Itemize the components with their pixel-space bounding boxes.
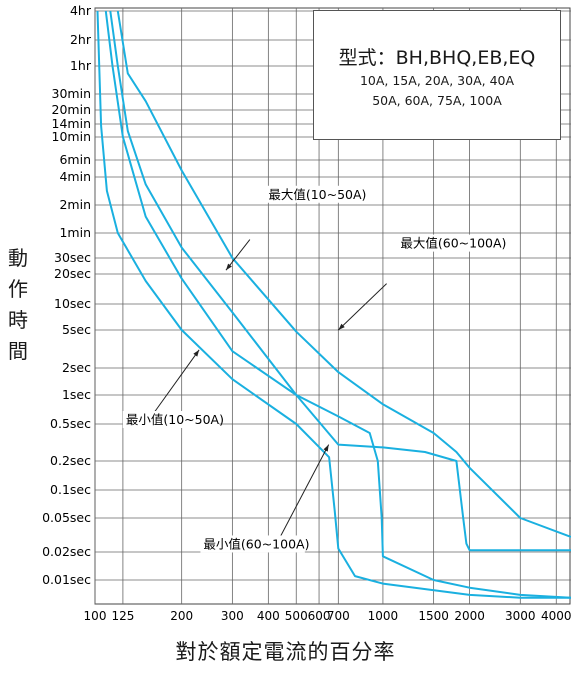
- annotation-arrowhead: [323, 444, 329, 452]
- y-tick-label: 5sec: [62, 322, 91, 337]
- y-axis-label-char: 間: [8, 339, 28, 363]
- x-tick-label: 300: [221, 609, 244, 623]
- y-axis-label-char: 時: [8, 308, 28, 332]
- x-tick-label: 200: [170, 609, 193, 623]
- annotation-background: [200, 535, 305, 553]
- x-tick-label: 2000: [454, 609, 485, 623]
- y-tick-label: 4hr: [70, 3, 92, 18]
- x-tick-label: 125: [111, 609, 134, 623]
- x-tick-label: 1000: [368, 609, 399, 623]
- annotation-leader: [278, 444, 330, 540]
- y-tick-label: 0.5sec: [50, 416, 91, 431]
- y-tick-label: 0.02sec: [42, 544, 91, 559]
- x-tick-label: 600: [308, 609, 331, 623]
- y-tick-label: 1sec: [62, 387, 91, 402]
- x-axis-label: 對於額定電流的百分率: [175, 640, 396, 664]
- curve-4: [104, 10, 571, 599]
- y-tick-label: 2hr: [70, 32, 92, 47]
- y-tick-label: 2sec: [62, 360, 91, 375]
- y-tick-label: 2min: [59, 197, 91, 212]
- x-tick-label: 500: [285, 609, 308, 623]
- annotation-arrows: [150, 239, 387, 540]
- annotation-background: [397, 234, 502, 252]
- y-tick-label: 30sec: [54, 250, 91, 265]
- y-tick-label: 1hr: [70, 58, 92, 73]
- y-tick-label: 0.05sec: [42, 510, 91, 525]
- annotation-leader: [337, 283, 387, 331]
- curve-2: [116, 10, 571, 538]
- legend-ratings-2: 50A, 60A, 75A, 100A: [372, 93, 502, 108]
- annotation-background: [265, 185, 362, 203]
- x-tick-label: 400: [257, 609, 280, 623]
- annotation-label: 最小值(10~50A): [126, 412, 224, 427]
- y-axis-label: 動作時間: [6, 248, 30, 372]
- annotation-arrowhead: [338, 323, 345, 330]
- curve-3: [96, 10, 571, 599]
- y-tick-label: 10min: [52, 129, 91, 144]
- y-tick-label: 0.2sec: [50, 453, 91, 468]
- annotation-leader: [150, 349, 200, 417]
- x-tick-label: 3000: [505, 609, 536, 623]
- annotation-label: 最大值(10~50A): [268, 187, 366, 202]
- y-tick-label: 0.01sec: [42, 572, 91, 587]
- annotation-arrowhead: [225, 263, 232, 271]
- y-tick-label: 10sec: [54, 296, 91, 311]
- curves: [96, 10, 571, 599]
- y-tick-label: 6min: [59, 152, 91, 167]
- annotation-background: [122, 411, 220, 428]
- legend-ratings-1: 10A, 15A, 20A, 30A, 40A: [359, 73, 515, 88]
- x-tick-label: 700: [327, 609, 350, 623]
- y-tick-label: 0.1sec: [50, 482, 91, 497]
- y-tick-label: 20min: [52, 102, 91, 117]
- annotation-arrowhead: [193, 349, 200, 357]
- x-tick-label: 1500: [418, 609, 449, 623]
- y-tick-label: 30min: [52, 86, 91, 101]
- y-tick-label: 1min: [59, 225, 91, 240]
- annotation-label: 最小值(60~100A): [203, 536, 309, 551]
- y-tick-label: 14min: [52, 116, 91, 131]
- x-tick-label: 4000: [541, 609, 571, 623]
- y-axis-label-char: 作: [8, 277, 28, 301]
- annotations: 最大值(10~50A) 最大值(60~100A) 最小值(10~50A) 最小值(60…: [122, 185, 506, 553]
- x-tick-label: 100: [84, 609, 107, 623]
- y-tick-label: 20sec: [54, 266, 91, 281]
- y-axis-label-char: 動: [8, 246, 28, 270]
- y-tick-label: 4min: [59, 169, 91, 184]
- legend-box: 型式：BH,BHQ,EB,EQ 10A, 15A, 20A, 30A, 40A …: [313, 10, 561, 140]
- legend-model: 型式：BH,BHQ,EB,EQ: [338, 47, 536, 69]
- curve-1: [109, 10, 571, 552]
- annotation-label: 最大值(60~100A): [400, 236, 506, 251]
